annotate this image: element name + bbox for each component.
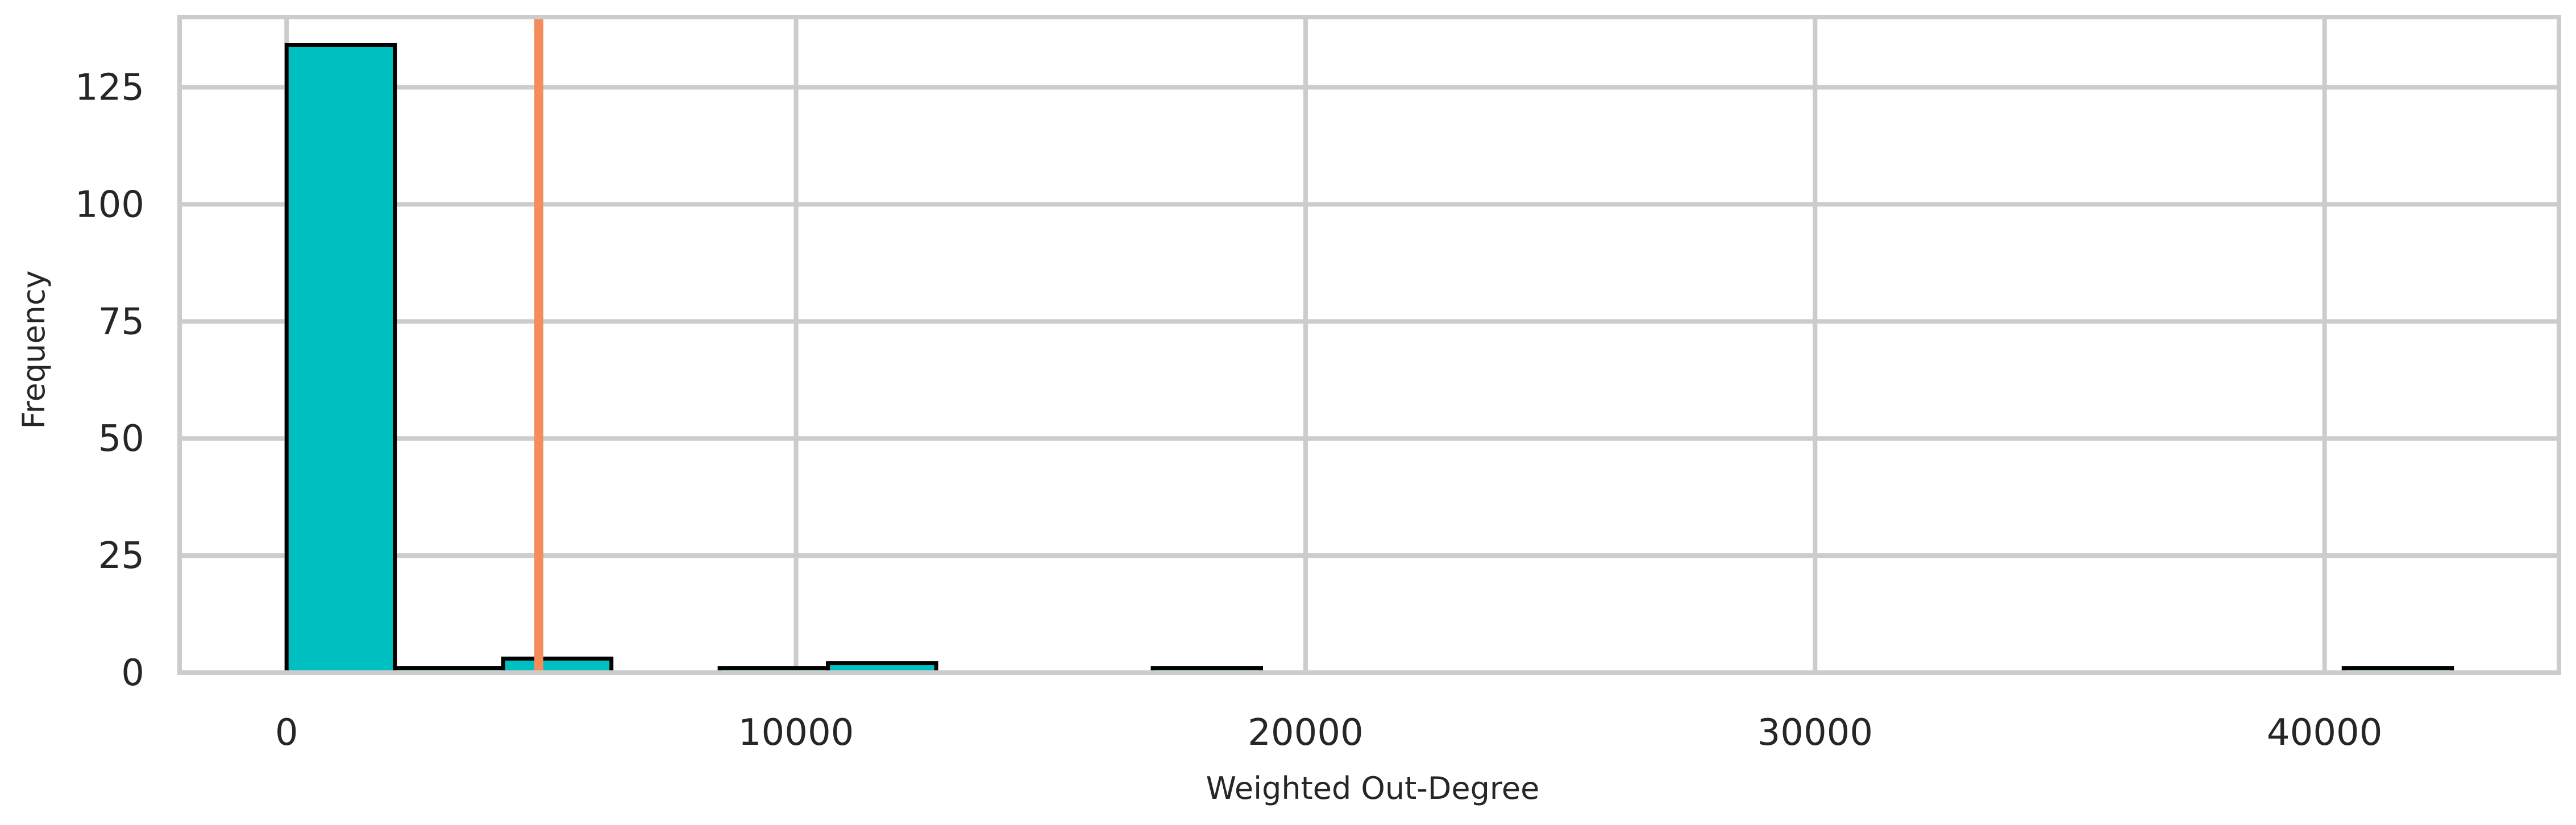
histogram-bars xyxy=(284,43,2454,675)
x-tick-label: 0 xyxy=(275,712,298,754)
x-tick-label: 30000 xyxy=(1758,712,1873,754)
y-axis-title: Frequency xyxy=(16,271,52,429)
x-tick-label: 10000 xyxy=(738,712,854,754)
y-tick-labels: 0 25 50 75 100 125 xyxy=(75,67,144,694)
grid-lines xyxy=(180,17,2559,675)
histogram-bar xyxy=(284,43,397,675)
y-tick-label: 0 xyxy=(121,652,144,694)
y-tick-label: 75 xyxy=(98,301,144,343)
y-tick-label: 50 xyxy=(98,418,144,460)
x-tick-labels: 0 10000 20000 30000 40000 xyxy=(275,712,2383,754)
x-axis-title: Weighted Out-Degree xyxy=(1206,770,1540,806)
y-tick-label: 25 xyxy=(98,535,144,577)
y-tick-label: 100 xyxy=(75,184,144,226)
plot-frame-border xyxy=(177,15,2561,675)
x-tick-label: 20000 xyxy=(1248,712,1364,754)
y-tick-label: 125 xyxy=(75,67,144,109)
plot-frame xyxy=(177,15,2561,675)
x-tick-label: 40000 xyxy=(2267,712,2383,754)
